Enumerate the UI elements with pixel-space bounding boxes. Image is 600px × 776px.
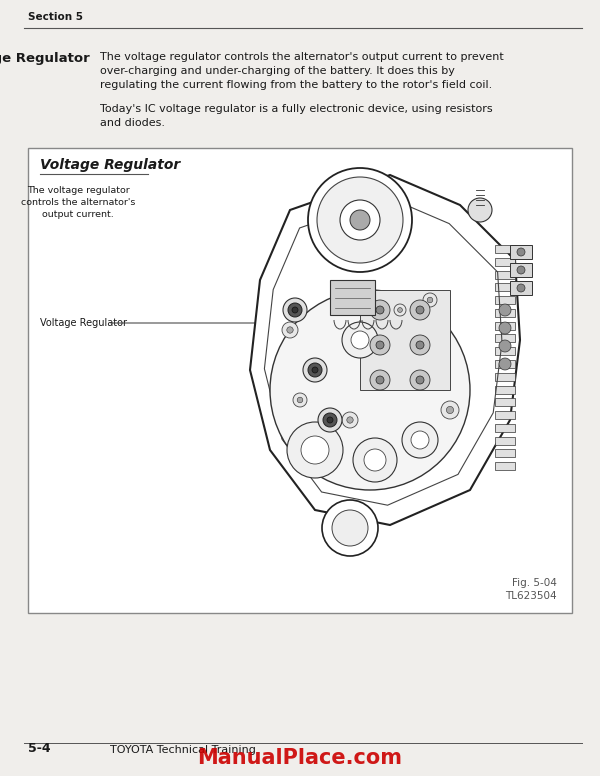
Circle shape — [303, 358, 327, 382]
Circle shape — [347, 417, 353, 423]
Text: 5-4: 5-4 — [28, 742, 50, 755]
Bar — [495, 360, 515, 368]
Circle shape — [416, 306, 424, 314]
Bar — [495, 271, 515, 279]
Bar — [495, 449, 515, 457]
Circle shape — [340, 200, 380, 240]
Circle shape — [312, 367, 318, 373]
Circle shape — [287, 422, 343, 478]
Bar — [495, 437, 515, 445]
Circle shape — [411, 431, 429, 449]
Circle shape — [370, 300, 390, 320]
Circle shape — [410, 335, 430, 355]
Text: over-charging and under-charging of the battery. It does this by: over-charging and under-charging of the … — [100, 66, 455, 76]
Circle shape — [427, 297, 433, 303]
Circle shape — [499, 358, 511, 370]
Circle shape — [287, 327, 293, 333]
Circle shape — [318, 408, 342, 432]
Text: TL623504: TL623504 — [505, 591, 557, 601]
Polygon shape — [250, 175, 520, 525]
Bar — [495, 334, 515, 342]
Circle shape — [398, 307, 403, 313]
Text: Voltage Regulator: Voltage Regulator — [40, 158, 180, 172]
Circle shape — [282, 322, 298, 338]
Circle shape — [288, 303, 302, 317]
Text: Voltage Regulator: Voltage Regulator — [0, 52, 90, 65]
Circle shape — [327, 417, 333, 423]
Circle shape — [322, 500, 378, 556]
Bar — [495, 322, 515, 330]
Bar — [495, 386, 515, 393]
Circle shape — [376, 306, 384, 314]
Circle shape — [270, 290, 470, 490]
Text: The voltage regulator controls the alternator's output current to prevent: The voltage regulator controls the alter… — [100, 52, 504, 62]
Circle shape — [283, 298, 307, 322]
Bar — [495, 245, 515, 253]
Bar — [510, 263, 532, 277]
Text: and diodes.: and diodes. — [100, 118, 165, 128]
Bar — [510, 281, 532, 295]
Text: ManualPlace.com: ManualPlace.com — [197, 748, 403, 768]
Bar — [360, 290, 450, 390]
Circle shape — [410, 370, 430, 390]
Circle shape — [364, 449, 386, 471]
Circle shape — [370, 335, 390, 355]
Text: regulating the current flowing from the battery to the rotor's field coil.: regulating the current flowing from the … — [100, 80, 492, 90]
Circle shape — [446, 407, 454, 414]
Text: Today's IC voltage regulator is a fully electronic device, using resistors: Today's IC voltage regulator is a fully … — [100, 104, 493, 114]
Bar — [495, 398, 515, 407]
Text: Fig. 5-04: Fig. 5-04 — [512, 578, 557, 588]
Bar — [495, 424, 515, 432]
Circle shape — [499, 322, 511, 334]
Bar — [495, 309, 515, 317]
Circle shape — [376, 341, 384, 349]
Bar — [495, 296, 515, 304]
Text: TOYOTA Technical Training: TOYOTA Technical Training — [110, 745, 256, 755]
Bar — [495, 258, 515, 265]
Circle shape — [499, 304, 511, 316]
Circle shape — [499, 340, 511, 352]
Circle shape — [332, 510, 368, 546]
Bar — [495, 347, 515, 355]
Circle shape — [292, 307, 298, 313]
Circle shape — [370, 370, 390, 390]
Circle shape — [441, 401, 459, 419]
Text: output current.: output current. — [42, 210, 114, 219]
Circle shape — [317, 177, 403, 263]
Circle shape — [410, 300, 430, 320]
Bar — [495, 283, 515, 291]
Circle shape — [517, 284, 525, 292]
Text: Section 5: Section 5 — [28, 12, 83, 22]
Bar — [28, 148, 572, 613]
Circle shape — [293, 393, 307, 407]
Circle shape — [342, 412, 358, 428]
Text: The voltage regulator: The voltage regulator — [26, 186, 130, 195]
Circle shape — [297, 397, 303, 403]
Bar — [495, 372, 515, 381]
Circle shape — [376, 376, 384, 384]
Bar — [495, 462, 515, 470]
Circle shape — [394, 304, 406, 316]
Circle shape — [517, 248, 525, 256]
Circle shape — [342, 322, 378, 358]
Bar — [510, 245, 532, 259]
Circle shape — [308, 363, 322, 377]
Circle shape — [350, 210, 370, 230]
Circle shape — [301, 436, 329, 464]
Circle shape — [416, 341, 424, 349]
Text: Voltage Regulator: Voltage Regulator — [40, 318, 127, 328]
Bar — [495, 411, 515, 419]
Circle shape — [351, 331, 369, 349]
Circle shape — [468, 198, 492, 222]
Circle shape — [517, 266, 525, 274]
Circle shape — [353, 438, 397, 482]
Circle shape — [416, 376, 424, 384]
Circle shape — [308, 168, 412, 272]
Circle shape — [323, 413, 337, 427]
Circle shape — [402, 422, 438, 458]
Circle shape — [423, 293, 437, 307]
Bar — [330, 280, 375, 315]
Text: controls the alternator's: controls the alternator's — [21, 198, 135, 207]
